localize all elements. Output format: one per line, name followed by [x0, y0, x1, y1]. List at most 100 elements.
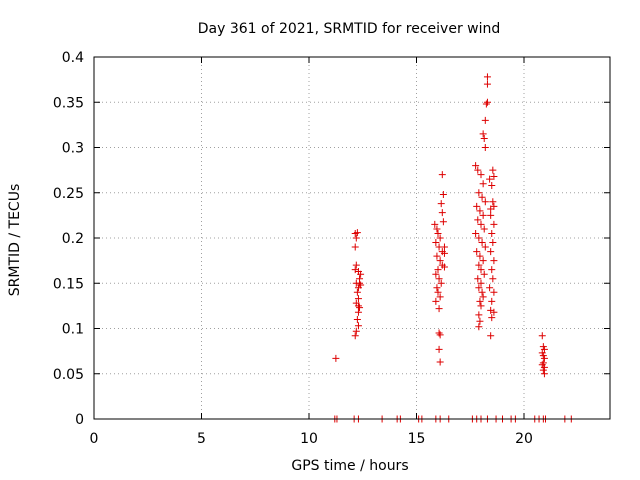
- data-point: [433, 252, 441, 260]
- data-point: [479, 293, 487, 301]
- data-point: [479, 130, 487, 138]
- data-point: [483, 73, 491, 81]
- x-tick-label: 15: [408, 431, 426, 447]
- data-point: [539, 366, 547, 374]
- data-point: [480, 270, 488, 278]
- data-point: [356, 304, 364, 312]
- data-point: [435, 329, 443, 337]
- data-point: [487, 248, 495, 256]
- data-point: [487, 211, 495, 219]
- x-axis-title: GPS time / hours: [291, 458, 408, 474]
- data-point: [356, 279, 364, 287]
- axis-ticks: 0 0.05 0.1 0.15 0.2 0.25 0.3 0.35 0.4 0 5 10 15 20: [53, 50, 610, 447]
- x-tick-label: 5: [197, 431, 206, 447]
- data-point: [352, 327, 360, 335]
- data-point: [440, 263, 448, 271]
- data-point: [439, 218, 447, 226]
- data-point: [480, 134, 488, 142]
- data-point: [440, 249, 448, 257]
- data-point: [487, 306, 495, 314]
- data-point: [489, 239, 497, 247]
- x-tick-label: 20: [515, 431, 533, 447]
- x-tick-label: 10: [300, 431, 318, 447]
- data-point: [431, 220, 439, 228]
- data-point: [478, 193, 486, 201]
- data-point: [354, 302, 362, 310]
- data-point: [474, 216, 482, 224]
- y-tick-label: 0: [75, 412, 84, 428]
- data-point: [489, 166, 497, 174]
- data-point: [540, 354, 548, 362]
- data-point: [477, 266, 485, 274]
- y-tick-label: 0.15: [53, 276, 84, 292]
- y-tick-label: 0.4: [62, 50, 84, 66]
- data-point: [539, 359, 547, 367]
- data-point: [486, 175, 494, 183]
- data-point: [483, 80, 491, 88]
- y-tick-label: 0.3: [62, 141, 84, 157]
- data-point: [489, 198, 497, 206]
- data-point: [434, 288, 442, 296]
- data-point: [436, 234, 444, 242]
- data-point: [353, 288, 361, 296]
- data-point: [432, 297, 440, 305]
- data-point: [475, 284, 483, 292]
- data-point: [477, 279, 485, 287]
- data-point: [475, 311, 483, 319]
- data-point: [351, 243, 359, 251]
- data-point: [432, 270, 440, 278]
- data-point: [475, 261, 483, 269]
- data-point: [353, 229, 361, 237]
- data-points: [331, 73, 575, 423]
- data-point: [477, 302, 485, 310]
- data-point: [439, 191, 447, 199]
- x-tick-label: 0: [90, 431, 99, 447]
- data-point: [481, 243, 489, 251]
- data-point: [540, 370, 548, 378]
- data-point: [438, 209, 446, 217]
- data-point: [475, 323, 483, 331]
- data-point: [479, 211, 487, 219]
- plot-frame: [93, 56, 611, 420]
- data-point: [478, 288, 486, 296]
- data-point: [353, 315, 361, 323]
- data-point: [477, 171, 485, 179]
- data-point: [540, 345, 548, 353]
- data-point: [481, 198, 489, 206]
- data-point: [435, 305, 443, 313]
- data-point: [489, 275, 497, 283]
- data-point: [479, 257, 487, 265]
- y-tick-label: 0.05: [53, 367, 84, 383]
- data-point: [440, 243, 448, 251]
- data-point: [434, 266, 442, 274]
- data-point: [436, 358, 444, 366]
- y-axis-title: SRMTID / TECUs: [7, 184, 23, 297]
- data-point: [438, 171, 446, 179]
- data-point: [437, 279, 445, 287]
- data-point: [435, 345, 443, 353]
- data-point: [433, 225, 441, 233]
- data-point: [488, 297, 496, 305]
- data-point: [490, 257, 498, 265]
- data-point: [436, 257, 444, 265]
- data-point: [474, 166, 482, 174]
- data-point: [475, 234, 483, 242]
- data-point: [432, 239, 440, 247]
- data-point: [476, 317, 484, 325]
- grid: [94, 57, 610, 419]
- data-point: [354, 322, 362, 330]
- data-point: [488, 314, 496, 322]
- data-point: [357, 270, 365, 278]
- y-tick-label: 0.1: [62, 322, 84, 338]
- data-point: [481, 144, 489, 151]
- y-tick-label: 0.35: [53, 95, 84, 111]
- data-point: [490, 288, 498, 296]
- data-point: [476, 297, 484, 305]
- data-point: [354, 295, 362, 303]
- data-point: [354, 308, 362, 316]
- data-point: [488, 266, 496, 274]
- data-point: [351, 266, 359, 274]
- data-point: [488, 182, 496, 190]
- data-point: [487, 332, 495, 340]
